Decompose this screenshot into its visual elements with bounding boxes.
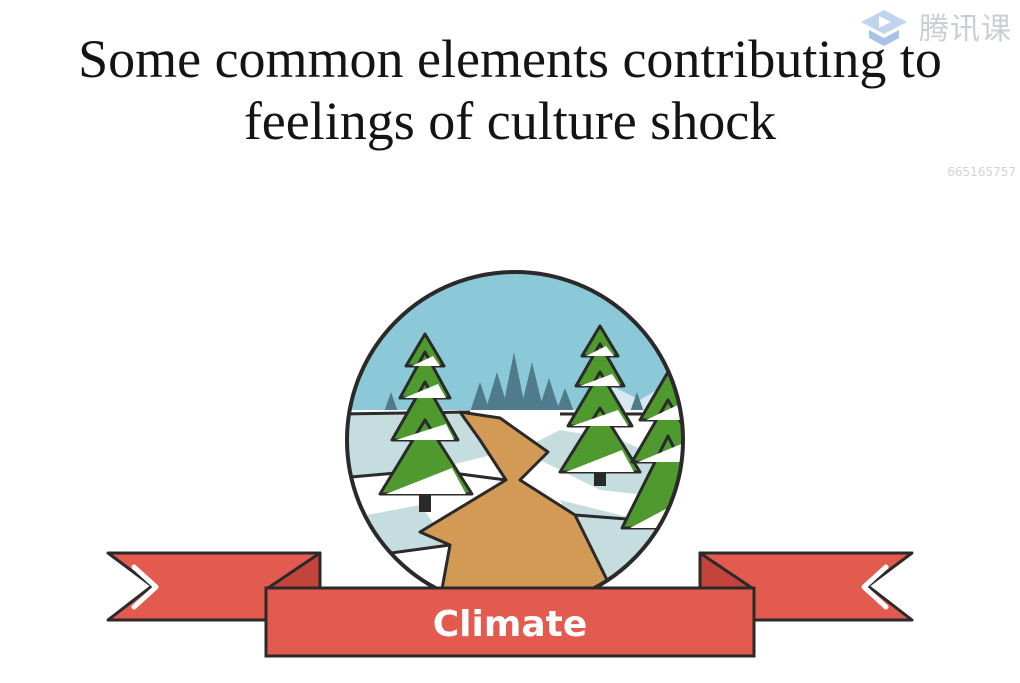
watermark-brand-text: 腾讯课 [919,12,1012,47]
banner-ribbon [106,551,914,658]
watermark-id: 665165757 [947,165,1016,179]
winter-forest-icon [345,270,685,610]
slide-title: Some common elements contributing to fee… [78,29,942,151]
left-pine-tree [378,332,474,512]
tencent-classroom-logo-icon [861,10,907,46]
right-pine-tree [558,324,642,486]
chevron-right-icon [131,564,159,610]
banner-label: Climate [432,604,588,645]
watermark: 腾讯课 [855,4,1012,48]
chevron-left-icon [861,564,889,610]
